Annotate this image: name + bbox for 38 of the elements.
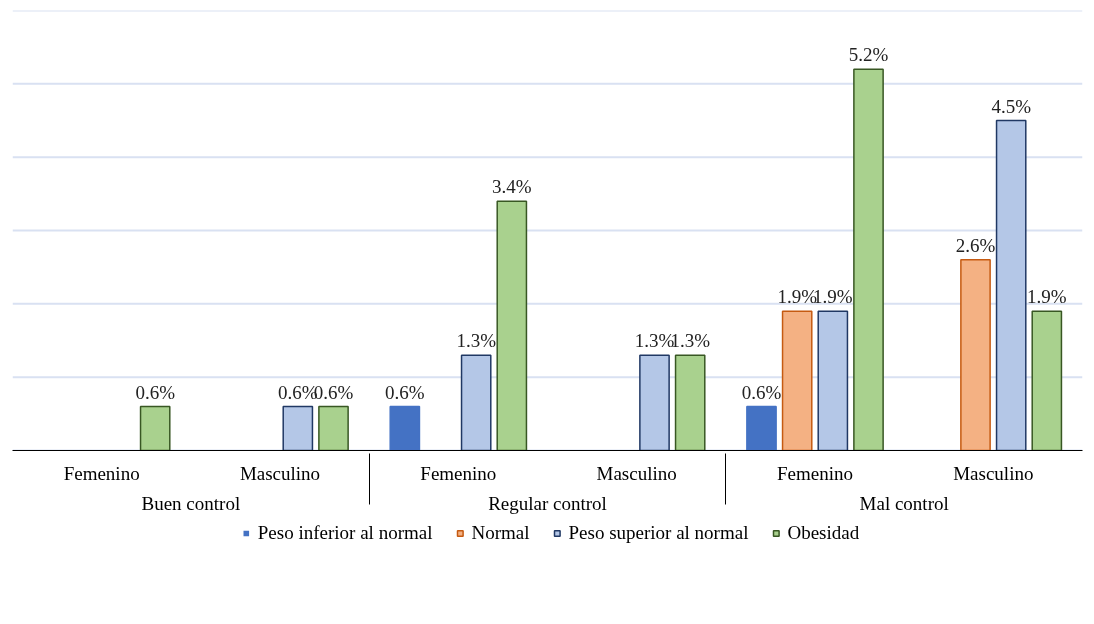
bar [674,354,706,451]
bar [496,200,528,451]
text: Regular control [488,492,607,514]
text: Buen control [141,492,241,514]
x-tick-label: Femenino [63,462,140,484]
data-label: 5.2% [848,44,889,66]
bar [746,405,777,451]
bar [389,405,421,451]
bar [853,68,884,451]
x-tick-label: Masculino [953,462,1034,484]
data-label: 4.5% [991,95,1032,117]
bar [460,354,492,451]
bar [781,310,813,451]
x-tick-label: Femenino [777,462,853,484]
bar [995,119,1027,451]
data-label: 2.6% [955,234,996,256]
x-tick-label: Masculino [596,462,677,484]
text: Mal control [859,492,949,514]
bar [139,405,171,451]
bar [639,354,670,451]
x-tick-label: Masculino [239,462,321,484]
data-label: 0.6% [135,381,176,403]
bar [318,405,349,451]
data-label: 1.9% [1027,286,1067,308]
legend-label: Peso superior al normal [568,522,749,544]
data-label: 1.3% [634,330,675,352]
bar [282,405,314,451]
x-tick-label: Femenino [420,462,497,484]
legend-label: Peso inferior al normal [257,522,433,544]
data-label: 1.3% [456,330,497,352]
legend-label: Obesidad [787,522,860,544]
data-label: 0.6% [741,381,782,403]
data-label: 3.4% [492,176,532,198]
data-label: 0.6% [385,381,425,403]
legend-label: Normal [471,522,530,544]
bar [817,310,849,451]
bar [960,259,991,451]
bar [1031,310,1063,451]
